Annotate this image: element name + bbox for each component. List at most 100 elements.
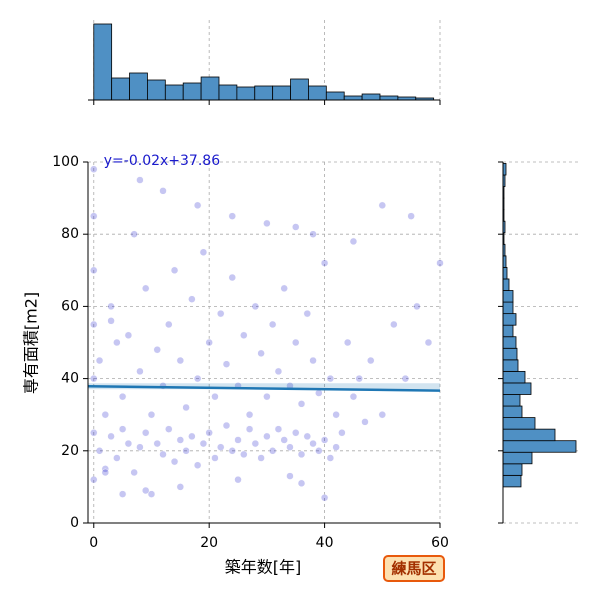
point: [291, 223, 300, 231]
point: [211, 392, 219, 401]
point: [124, 331, 133, 340]
point: [176, 356, 185, 365]
point: [101, 410, 110, 419]
point: [268, 447, 277, 455]
point: [297, 450, 306, 459]
badge: 練馬区: [391, 560, 436, 578]
hist-bar: [502, 324, 514, 338]
hist-bar: [502, 313, 517, 326]
point: [193, 374, 202, 383]
hist-bar: [325, 91, 345, 101]
badge-box: [383, 555, 445, 582]
hist-bar: [502, 428, 556, 442]
x-tick-label: 0: [89, 535, 98, 551]
point: [182, 447, 190, 455]
point: [101, 468, 110, 477]
point: [188, 432, 196, 441]
hist-bar: [236, 86, 256, 101]
point: [251, 439, 260, 448]
point: [90, 165, 98, 173]
point: [274, 367, 283, 376]
point: [424, 338, 433, 347]
point: [251, 302, 260, 311]
point: [315, 447, 323, 455]
hist-bar: [502, 382, 532, 395]
hist-bar: [200, 76, 220, 101]
point: [136, 443, 144, 451]
hist-bar: [308, 85, 327, 101]
point: [90, 266, 98, 275]
hist-bar: [272, 85, 291, 101]
hist-bar: [502, 370, 526, 384]
hist-bar: [502, 336, 517, 349]
y-tick-label: 40: [61, 371, 79, 387]
point: [303, 432, 312, 441]
point: [170, 457, 179, 466]
point: [176, 483, 185, 491]
point: [95, 447, 104, 455]
point: [320, 493, 329, 502]
point: [297, 400, 306, 408]
point: [401, 374, 410, 383]
hist-bar: [164, 84, 184, 101]
point: [170, 266, 179, 275]
hist-bar: [379, 95, 399, 101]
point: [245, 425, 254, 433]
point: [286, 443, 294, 451]
point: [118, 392, 127, 401]
point: [332, 410, 340, 419]
point: [165, 425, 173, 433]
hist-bar: [502, 394, 521, 407]
point: [274, 425, 283, 433]
hist-bar: [111, 77, 130, 101]
point: [367, 356, 375, 365]
y-tick-label: 0: [70, 515, 79, 531]
point: [268, 320, 277, 329]
point: [90, 212, 98, 220]
point: [113, 338, 121, 347]
point: [326, 374, 335, 383]
hist-bar: [502, 417, 536, 430]
point: [118, 425, 127, 433]
point: [326, 454, 335, 462]
point: [118, 490, 127, 498]
y-axis-label: 専有面積[m2]: [22, 292, 41, 394]
hist-bar: [502, 474, 522, 488]
point: [153, 439, 161, 448]
point: [320, 436, 329, 444]
point: [216, 309, 225, 318]
point: [90, 374, 98, 383]
point: [320, 259, 329, 267]
x-tick-label: 60: [431, 535, 449, 551]
point: [107, 302, 115, 311]
point: [315, 389, 323, 397]
hist-bar: [290, 78, 309, 101]
point: [107, 317, 115, 325]
point: [165, 320, 173, 329]
point: [136, 176, 144, 184]
point: [124, 439, 133, 448]
hist-bar: [502, 290, 514, 303]
hist-bar: [343, 95, 363, 101]
hist-bar: [93, 23, 113, 101]
point: [309, 439, 317, 448]
point: [141, 284, 150, 293]
point: [141, 486, 150, 495]
point: [222, 421, 231, 430]
point: [436, 259, 444, 267]
point: [107, 432, 115, 441]
x-tick-label: 40: [316, 535, 334, 551]
point: [263, 219, 271, 228]
point: [332, 443, 340, 451]
hist-bar: [254, 85, 274, 101]
point: [147, 490, 156, 498]
point: [113, 454, 121, 462]
hist-bar: [502, 267, 508, 280]
point: [182, 403, 190, 412]
point: [297, 479, 306, 488]
point: [211, 454, 219, 462]
hist-bar: [502, 347, 518, 361]
point: [216, 443, 225, 451]
hist-bar: [502, 440, 577, 453]
